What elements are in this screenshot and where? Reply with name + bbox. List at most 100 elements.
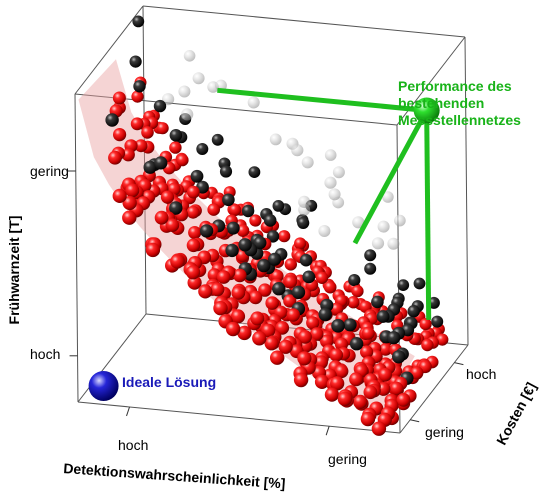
red-point-208 bbox=[284, 275, 298, 289]
box-edge-5 bbox=[142, 5, 147, 315]
dark-point-99 bbox=[153, 99, 167, 113]
red-point-90 bbox=[228, 203, 242, 217]
red-point-421 bbox=[122, 195, 137, 211]
red-point-86 bbox=[131, 90, 144, 103]
dark-point-140 bbox=[222, 193, 235, 207]
z-tick-hoch: hoch bbox=[466, 366, 497, 382]
grey-point-20 bbox=[332, 166, 345, 179]
grey-point-3 bbox=[183, 50, 196, 62]
existing-network-lines bbox=[217, 87, 432, 320]
red-point-258 bbox=[360, 345, 374, 359]
red-point-95 bbox=[169, 141, 182, 154]
red-point-447 bbox=[170, 254, 185, 269]
grey-point-11 bbox=[269, 133, 282, 146]
dark-point-248 bbox=[387, 331, 401, 345]
red-point-465 bbox=[270, 350, 285, 365]
dark-point-134 bbox=[263, 214, 277, 227]
red-point-64 bbox=[436, 333, 449, 346]
red-point-413 bbox=[210, 282, 225, 297]
dark-point-130 bbox=[169, 129, 183, 142]
red-point-323 bbox=[286, 308, 300, 322]
grey-point-69 bbox=[291, 144, 304, 157]
dark-point-141 bbox=[371, 295, 384, 309]
red-point-383 bbox=[231, 286, 246, 300]
dark-point-309 bbox=[349, 337, 364, 351]
existing-network-point bbox=[413, 97, 440, 124]
y-tick-gering: gering bbox=[30, 163, 69, 179]
y-axis-label: Frühwarnzeit [T] bbox=[6, 215, 22, 325]
red-point-340 bbox=[389, 381, 404, 396]
dark-point-72 bbox=[129, 55, 142, 68]
existing-network-line-3: Messstellennetzes bbox=[398, 112, 521, 128]
grey-point-57 bbox=[181, 108, 194, 121]
existing-network-line-1: Performance des bbox=[398, 78, 512, 94]
z-tick-mark-0 bbox=[454, 362, 464, 366]
red-point-169 bbox=[187, 185, 200, 199]
existing-network-line-z bbox=[352, 109, 429, 245]
z-tick-gering: gering bbox=[425, 424, 464, 440]
dark-point-297 bbox=[199, 224, 214, 238]
red-point-353 bbox=[248, 290, 263, 305]
dark-point-110 bbox=[266, 230, 280, 243]
red-point-126 bbox=[141, 126, 154, 139]
dark-point-287 bbox=[238, 238, 252, 252]
red-point-403 bbox=[314, 355, 328, 370]
red-point-173 bbox=[330, 302, 344, 316]
red-point-442 bbox=[330, 376, 345, 391]
red-point-184 bbox=[379, 343, 392, 356]
grey-point-36 bbox=[377, 220, 390, 233]
dark-point-221 bbox=[253, 236, 267, 250]
dark-point-127 bbox=[299, 253, 313, 267]
red-point-344 bbox=[329, 348, 344, 362]
dark-point-17 bbox=[364, 249, 377, 262]
grey-point-61 bbox=[371, 237, 385, 250]
existing-network-line-2: bestehenden bbox=[398, 95, 485, 111]
box-edge-1 bbox=[74, 93, 79, 403]
dark-point-286 bbox=[392, 350, 406, 364]
red-point-338 bbox=[378, 367, 393, 382]
red-point-423 bbox=[112, 188, 127, 203]
grey-point-78 bbox=[162, 93, 175, 106]
red-point-376 bbox=[396, 393, 411, 407]
dark-point-220 bbox=[226, 221, 240, 235]
red-point-463 bbox=[225, 321, 241, 337]
dark-point-319 bbox=[225, 243, 239, 258]
dark-point-341 bbox=[331, 319, 345, 333]
grey-point-85 bbox=[352, 216, 365, 229]
grey-point-67 bbox=[298, 195, 311, 208]
red-point-429 bbox=[297, 351, 312, 366]
grey-point-44 bbox=[301, 156, 314, 169]
grey-point-19 bbox=[192, 72, 205, 85]
red-point-437 bbox=[278, 339, 293, 354]
grey-point-2 bbox=[324, 149, 337, 161]
red-point-352 bbox=[186, 238, 201, 253]
red-point-459 bbox=[337, 391, 353, 407]
red-point-401 bbox=[349, 372, 364, 387]
box-edge-9 bbox=[399, 344, 469, 434]
red-point-452 bbox=[237, 325, 252, 341]
red-point-440 bbox=[230, 309, 246, 324]
dark-point-39 bbox=[431, 315, 444, 328]
red-point-345 bbox=[265, 296, 280, 310]
red-point-318 bbox=[258, 283, 272, 297]
grey-point-21 bbox=[387, 237, 400, 250]
box-edge-10 bbox=[74, 5, 144, 95]
red-point-206 bbox=[361, 326, 375, 340]
red-point-282 bbox=[283, 294, 297, 308]
box-edge-6 bbox=[464, 36, 469, 346]
reference-markers bbox=[88, 97, 440, 401]
existing-network-line-y bbox=[424, 110, 432, 320]
red-point-335 bbox=[309, 327, 324, 341]
front-points bbox=[105, 91, 432, 436]
grey-point-51 bbox=[324, 176, 337, 189]
red-point-74 bbox=[156, 122, 169, 135]
x-tick-gering: gering bbox=[328, 451, 367, 467]
red-point-366 bbox=[108, 150, 122, 165]
red-point-118 bbox=[315, 271, 329, 284]
grey-point-25 bbox=[247, 96, 260, 109]
dark-point-294 bbox=[257, 258, 271, 273]
dark-point-73 bbox=[219, 165, 233, 178]
dark-point-116 bbox=[407, 305, 420, 318]
red-point-63 bbox=[419, 318, 432, 331]
